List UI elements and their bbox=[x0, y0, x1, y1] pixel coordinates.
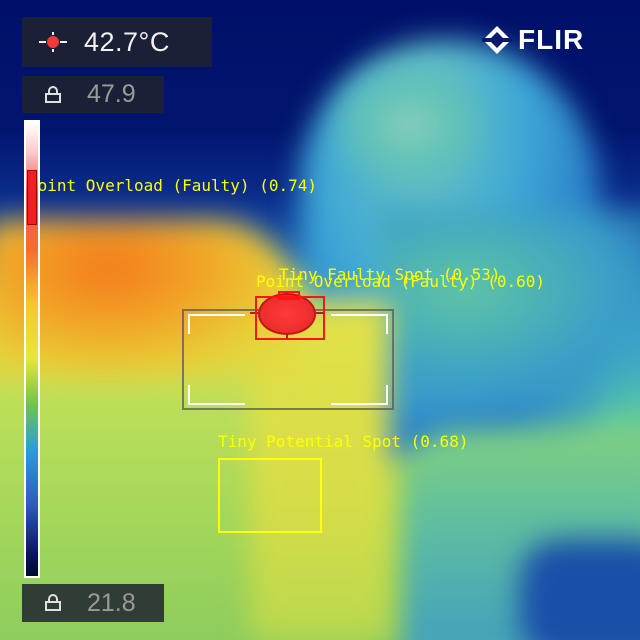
brand-name: FLIR bbox=[518, 24, 585, 55]
spot-temperature-readout: 42.7°C bbox=[22, 17, 212, 67]
span-min-readout[interactable]: 21.8 bbox=[22, 584, 164, 622]
temperature-scale-marker bbox=[27, 170, 37, 226]
detection-label-point-overload-060: Point Overload (Faulty) (0.60) bbox=[256, 272, 545, 291]
detection-label-tiny-potential-spot: Tiny Potential Spot (0.68) bbox=[218, 432, 469, 451]
span-min-value: 21.8 bbox=[87, 588, 136, 617]
detection-box-point-overload-060[interactable] bbox=[255, 296, 325, 340]
scene-right-band bbox=[380, 210, 640, 410]
detection-box-tiny-faulty-spot[interactable] bbox=[278, 291, 300, 300]
detection-label-tiny-faulty-spot: Tiny Faulty Spot (0.53) bbox=[279, 265, 501, 284]
flir-logo-icon bbox=[482, 25, 512, 55]
hot-spot-tick-bottom bbox=[286, 334, 288, 340]
temperature-scale-bar bbox=[24, 120, 40, 578]
scene-figure-head bbox=[340, 70, 480, 180]
lock-icon bbox=[43, 85, 63, 104]
detection-label-point-overload-074: Point Overload (Faulty) (0.74) bbox=[28, 176, 317, 195]
span-max-value: 47.9 bbox=[87, 80, 136, 108]
span-max-readout[interactable]: 47.9 bbox=[22, 76, 164, 113]
flir-logo: FLIR bbox=[482, 24, 584, 56]
spot-meter-icon bbox=[38, 32, 68, 52]
hot-spot-tick-right bbox=[316, 312, 324, 314]
hot-spot-tick-left bbox=[250, 312, 258, 314]
scene-dark-region bbox=[520, 540, 640, 640]
scene-hot-region bbox=[0, 220, 300, 380]
spot-temperature-value: 42.7°C bbox=[84, 26, 170, 57]
measurement-corner-top-left bbox=[188, 314, 245, 334]
lock-icon bbox=[43, 594, 63, 612]
measurement-corner-bottom-left bbox=[188, 385, 245, 405]
detection-box-tiny-potential-spot[interactable] bbox=[218, 458, 322, 533]
measurement-corner-bottom-right bbox=[331, 385, 388, 405]
measurement-corner-top-right bbox=[331, 314, 388, 334]
